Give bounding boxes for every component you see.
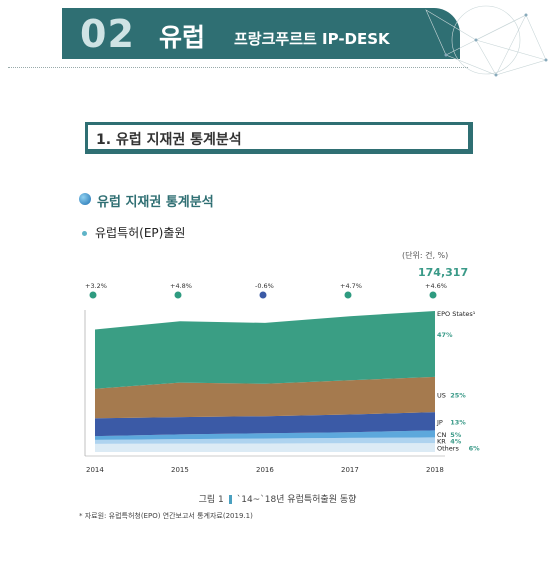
area-series-0 bbox=[95, 443, 435, 452]
caption-text: `14~`18년 유럽특허출원 동향 bbox=[236, 495, 357, 505]
unit-label: (단위: 건, %) bbox=[402, 251, 449, 260]
x-tick-label-3: 2017 bbox=[341, 466, 359, 474]
caption-bar-icon bbox=[228, 495, 232, 504]
series-label-5: EPO States¹ bbox=[437, 310, 476, 318]
series-label-2: CN bbox=[437, 431, 447, 439]
source-note: * 자료원: 유럽특허청(EPO) 연간보고서 통계자료(2019.1) bbox=[79, 512, 253, 520]
growth-marker-2 bbox=[259, 291, 267, 299]
growth-marker-0 bbox=[89, 291, 97, 299]
bullet-item: 유럽특허(EP)출원 bbox=[82, 224, 185, 241]
caption-prefix: 그림 1 bbox=[198, 495, 224, 505]
total-label: 174,317 bbox=[418, 266, 469, 279]
growth-label-3: +4.7% bbox=[340, 282, 362, 290]
growth-label-2: -0.6% bbox=[255, 282, 274, 290]
series-share-3: 13% bbox=[450, 418, 466, 426]
section-title-box: 1. 유럽 지재권 통계분석 bbox=[85, 122, 473, 154]
area-series-2 bbox=[95, 430, 435, 440]
globe-icon bbox=[79, 193, 91, 205]
chapter-number: 02 bbox=[80, 12, 135, 56]
x-tick-label-4: 2018 bbox=[426, 466, 444, 474]
area-series-5 bbox=[95, 311, 435, 389]
figure-caption: 그림 1 `14~`18년 유럽특허출원 동향 bbox=[0, 492, 555, 505]
growth-marker-1 bbox=[174, 291, 182, 299]
growth-label-4: +4.6% bbox=[425, 282, 447, 290]
bullet-dot-icon bbox=[82, 231, 87, 236]
chapter-region: 유럽 bbox=[159, 23, 206, 52]
area-series-4 bbox=[95, 376, 435, 419]
growth-label-1: +4.8% bbox=[170, 282, 192, 290]
series-share-5: 47% bbox=[437, 331, 453, 339]
section-title: 1. 유럽 지재권 통계분석 bbox=[96, 132, 242, 148]
subsection-title: 유럽 지재권 통계분석 bbox=[97, 195, 214, 210]
x-tick-label-2: 2016 bbox=[256, 466, 274, 474]
series-share-0: 6% bbox=[469, 445, 481, 453]
series-label-4: US bbox=[437, 391, 446, 399]
growth-marker-4 bbox=[429, 291, 437, 299]
x-tick-label-1: 2015 bbox=[171, 466, 189, 474]
series-share-2: 5% bbox=[450, 431, 462, 439]
header-divider bbox=[8, 67, 468, 68]
area-series-3 bbox=[95, 412, 435, 437]
series-label-1: KR bbox=[437, 437, 446, 445]
area-series-1 bbox=[95, 437, 435, 444]
growth-label-0: +3.2% bbox=[85, 282, 107, 290]
chapter-banner: 02 유럽 프랑크푸르트 IP-DESK bbox=[62, 8, 460, 59]
growth-marker-3 bbox=[344, 291, 352, 299]
series-label-3: JP bbox=[436, 418, 443, 426]
chapter-office: 프랑크푸르트 IP-DESK bbox=[234, 30, 390, 48]
series-share-4: 25% bbox=[450, 391, 466, 399]
x-tick-label-0: 2014 bbox=[86, 466, 104, 474]
network-decoration bbox=[425, 5, 548, 77]
series-label-0: Others bbox=[437, 445, 459, 453]
bullet-label: 유럽특허(EP)출원 bbox=[95, 226, 186, 240]
series-share-1: 4% bbox=[450, 437, 462, 445]
